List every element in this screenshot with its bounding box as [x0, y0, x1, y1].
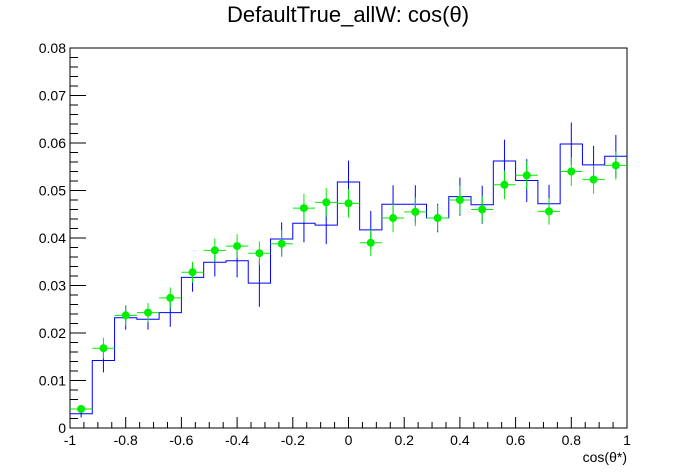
data-point	[366, 238, 375, 247]
y-tick-label: 0.05	[39, 183, 66, 199]
y-tick-label: 0.03	[39, 278, 66, 294]
data-point	[99, 344, 108, 353]
y-tick-label: 0.07	[39, 88, 66, 104]
x-tick-label: -0.6	[169, 432, 193, 448]
data-point	[500, 180, 509, 189]
x-tick-label: 0.8	[562, 432, 582, 448]
axis-ticks	[69, 47, 628, 429]
y-tick-label: 0.01	[39, 373, 66, 389]
y-tick-label: 0	[58, 420, 66, 436]
data-point	[166, 293, 175, 302]
y-tick-label: 0.08	[39, 40, 66, 56]
data-point	[522, 171, 531, 180]
y-tick-label: 0.06	[39, 135, 66, 151]
x-axis-title: cos(θ*)	[583, 449, 627, 465]
data-point	[233, 242, 242, 251]
data-point	[255, 249, 264, 258]
data-point	[143, 308, 152, 317]
data-point	[433, 214, 442, 223]
data-point	[389, 214, 398, 223]
data-point	[277, 239, 286, 248]
data-point	[478, 205, 487, 214]
x-tick-label: -0.4	[225, 432, 249, 448]
data-point	[299, 204, 308, 213]
data-point	[188, 268, 197, 277]
x-tick-label: -0.2	[281, 432, 305, 448]
x-tick-label: -0.8	[114, 432, 138, 448]
x-tick-label: 0.6	[506, 432, 526, 448]
data-point	[121, 311, 130, 320]
data-point	[455, 196, 464, 204]
data-point	[344, 199, 353, 208]
plot-frame	[69, 47, 628, 429]
data-point	[567, 167, 576, 176]
data-point	[545, 207, 554, 216]
y-tick-label: 0.02	[39, 325, 66, 341]
histogram-series	[70, 122, 627, 418]
data-point	[322, 198, 331, 207]
marker-series	[70, 151, 627, 413]
y-tick-label: 0.04	[39, 230, 66, 246]
chart-title: DefaultTrue_allW: cos(θ)	[226, 2, 470, 27]
x-tick-label: 0.2	[394, 432, 414, 448]
data-point	[411, 207, 420, 216]
data-point	[611, 161, 620, 170]
axes-frame	[69, 47, 628, 429]
data-point	[77, 405, 86, 413]
x-tick-label: -1	[64, 432, 77, 448]
x-tick-label: 1	[623, 432, 631, 448]
data-point	[589, 175, 598, 184]
x-tick-label: 0	[345, 432, 353, 448]
x-tick-label: 0.4	[450, 432, 470, 448]
tick-labels: -1 -0.8 -0.6 -0.4 -0.2 0 0.2 0.4 0.6 0.8 1 0 0.01 0.0…	[39, 40, 631, 448]
data-point	[210, 246, 219, 255]
